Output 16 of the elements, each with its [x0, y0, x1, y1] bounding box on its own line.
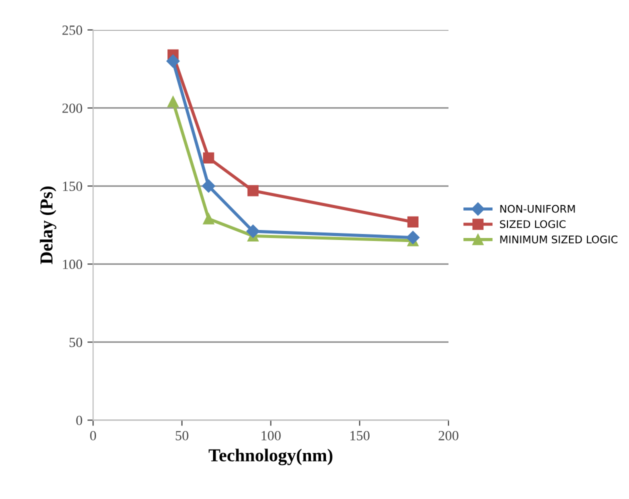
- x-tick-label: 50: [176, 430, 188, 440]
- x-tick-label: 0: [90, 430, 96, 440]
- legend-label: MINIMUM SIZED LOGIC: [500, 235, 618, 244]
- y-tick-label: 250: [62, 26, 82, 35]
- y-tick-label: 200: [62, 104, 82, 113]
- x-tick-label: 200: [438, 430, 458, 440]
- x-axis-title: Technology(nm): [208, 448, 332, 466]
- x-tick-label: 150: [350, 430, 370, 440]
- y-axis-title: Delay (Ps): [40, 186, 56, 264]
- x-tick-label: 100: [262, 430, 281, 440]
- legend-label: NON-UNIFORM: [500, 204, 575, 213]
- y-tick-label: 0: [76, 416, 82, 426]
- legend-label: SIZED LOGIC: [500, 220, 566, 228]
- y-tick-label: 50: [70, 338, 82, 348]
- y-tick-label: 150: [63, 182, 82, 191]
- y-tick-label: 100: [63, 260, 82, 270]
